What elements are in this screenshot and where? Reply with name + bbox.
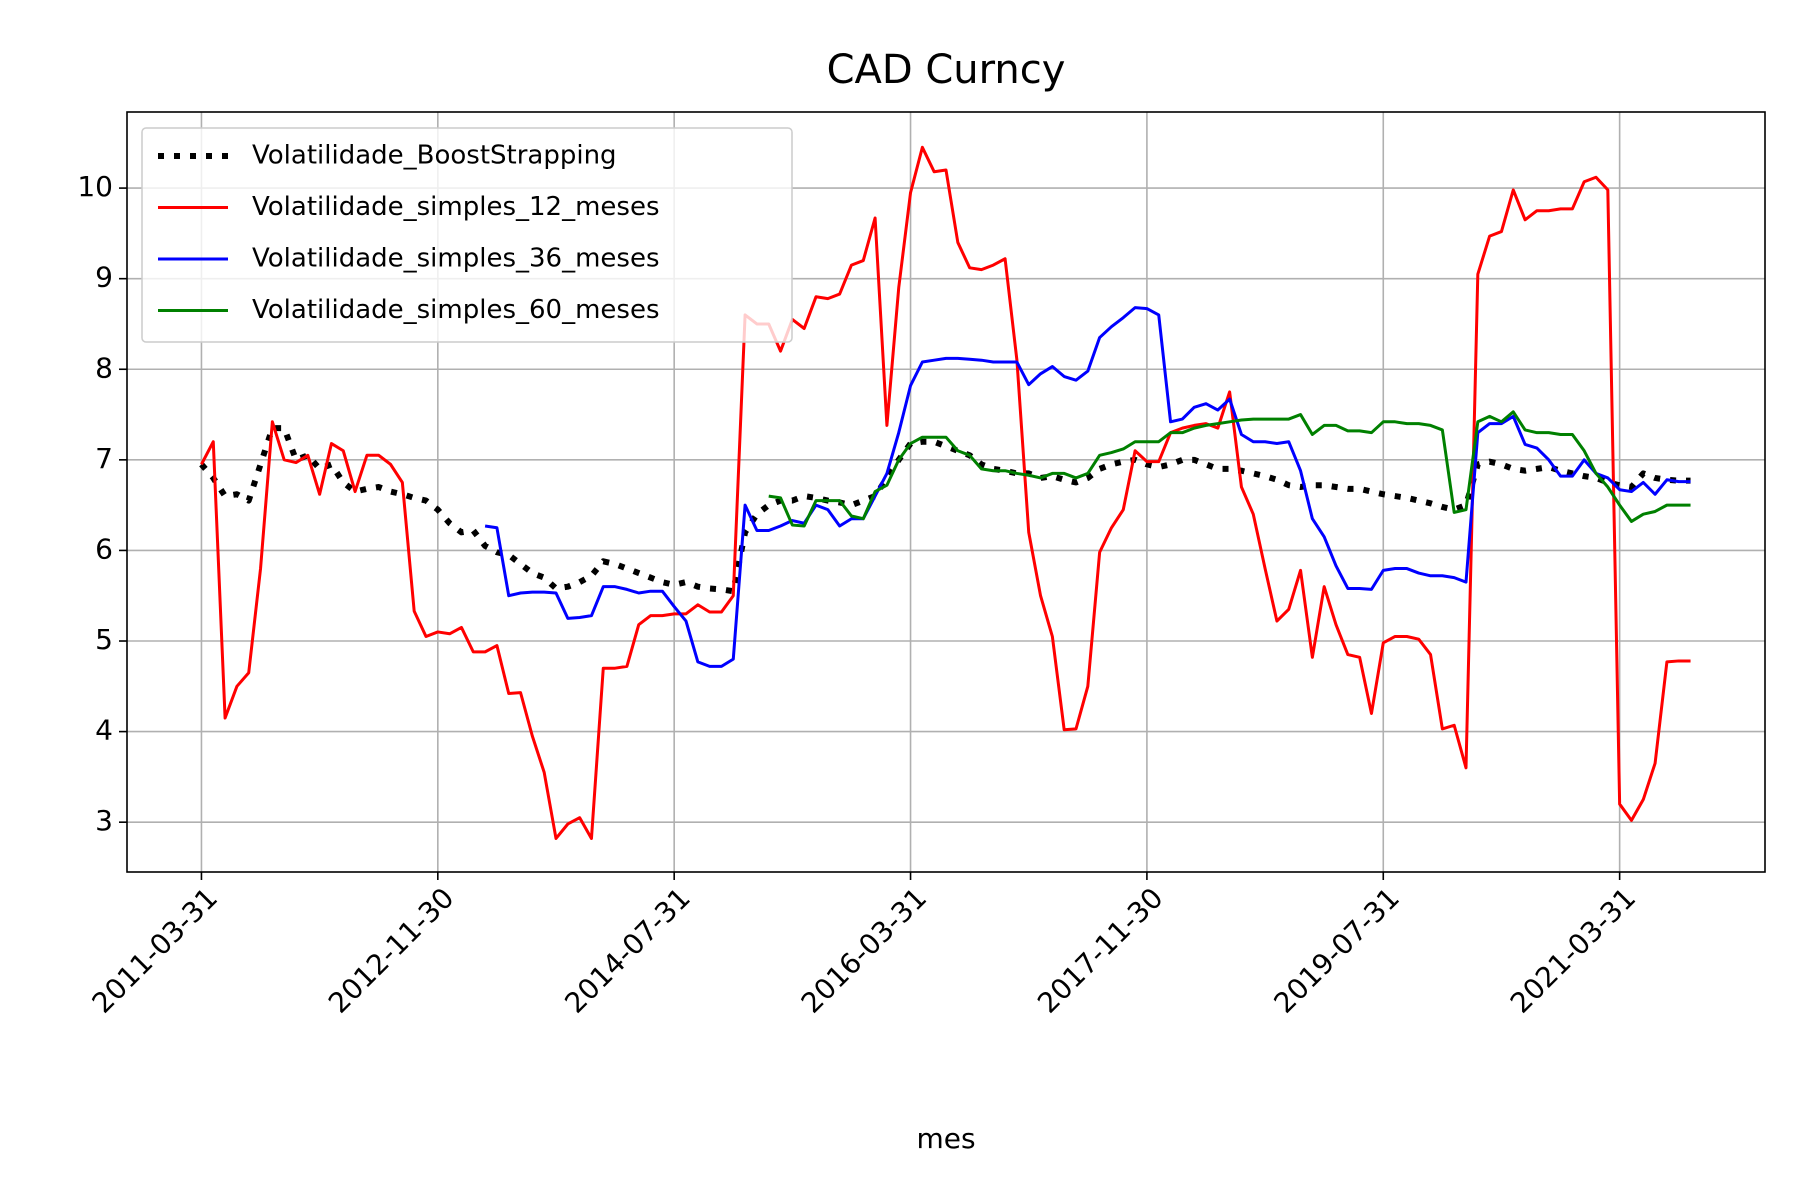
series-line <box>200 145 1691 840</box>
legend: Volatilidade_BoostStrapping Volatilidade_… <box>141 127 793 343</box>
legend-label: Volatilidade_simples_12_meses <box>252 192 660 222</box>
plot-frame <box>126 111 1766 873</box>
y-tick-label: 5 <box>95 623 113 656</box>
x-axis-label: mes <box>916 1122 975 1155</box>
series-line <box>768 410 1691 528</box>
legend-label: Volatilidade_simples_36_meses <box>252 244 660 274</box>
legend-box <box>141 127 793 343</box>
y-tick-label: 4 <box>95 714 113 747</box>
y-tick-label: 10 <box>77 170 113 203</box>
series-line <box>199 425 1691 595</box>
y-tick-label: 6 <box>95 532 113 565</box>
legend-label: Volatilidade_simples_60_meses <box>252 295 660 325</box>
y-tick-label: 9 <box>95 261 113 294</box>
series-line <box>484 306 1691 668</box>
legend-label: Volatilidade_BoostStrapping <box>252 141 617 171</box>
y-tick-label: 3 <box>95 804 113 837</box>
y-tick-label: 8 <box>95 351 113 384</box>
y-tick-label: 7 <box>95 442 113 475</box>
chart-title: CAD Curncy <box>827 47 1066 93</box>
